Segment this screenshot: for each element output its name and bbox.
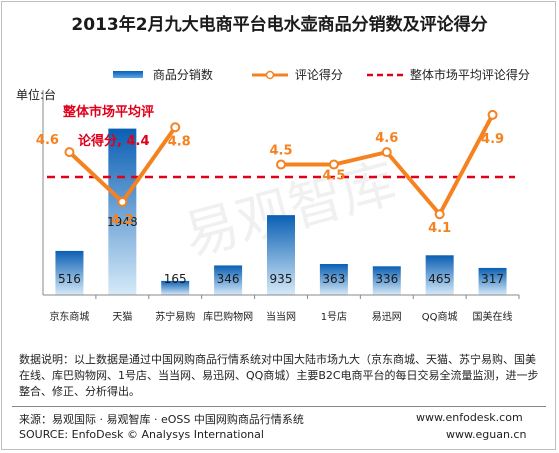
x-tick-label-3: 库巴购物网 [203,310,253,323]
bar-value-label-7: 465 [428,272,451,286]
legend-line-swatch [252,70,288,79]
score-point-1 [117,196,128,207]
bar-1 [108,128,137,295]
x-tick-label-2: 苏宁易购 [155,310,195,323]
chart-title: 2013年2月九大电商平台电水壶商品分销数及评论得分 [71,15,488,35]
legend-line: 评论得分 [251,66,391,82]
score-label-6: 4.6 [375,131,398,146]
footer-site-2: www.eguan.cn [446,428,527,441]
x-tick-label-1: 天猫 [112,310,132,323]
x-tick-label-5: 1号店 [321,310,347,323]
score-point-6 [381,147,392,158]
footer-site-1: www.enfodesk.com [416,411,523,424]
legend-bar: 商品分销数 [113,66,253,82]
chart-plot: 易观智库 京东商城 天猫 苏宁易购 库巴购物网 当当网 1号店 易迅网 QQ商城 国美在线 整体… [36,90,520,323]
bar-value-label-5: 363 [322,272,345,286]
x-tick-label-8: 国美在线 [473,310,513,323]
bar-value-label-3: 346 [217,272,240,286]
x-tick-label-7: QQ商城 [422,310,458,323]
bar-3 [214,265,243,295]
footer-source-en: SOURCE: EnfoDesk © Analysys Internationa… [19,428,264,441]
score-label-1: 4.2 [111,213,134,228]
legend-avg-label: 整体市场平均评论得分 [409,68,530,82]
bar-value-label-8: 317 [481,272,504,286]
x-tick-label-4: 当当网 [266,310,296,323]
score-label-4: 4.5 [269,144,292,159]
score-point-2 [170,122,181,133]
x-tick-label-0: 京东商城 [49,310,89,323]
footer-divider [12,406,546,407]
avg-annotation-line1: 整体市场平均评 [62,104,154,120]
legend-bar-swatch [113,71,143,78]
bar-2 [161,280,190,295]
score-point-4 [276,159,286,170]
legend-line-label: 评论得分 [294,68,343,82]
bar-value-label-0: 516 [58,272,81,286]
bar-7 [425,255,454,295]
score-point-8 [487,109,498,120]
score-point-7 [434,209,445,220]
x-tick-label-6: 易迅网 [372,311,402,323]
bar-value-label-2: 165 [164,272,187,286]
bar-0 [55,250,84,295]
score-point-0 [64,147,75,158]
data-note: 数据说明：以上数据是通过中国网购商品行情系统对中国大陆市场九大（京东商城、天猫、… [19,353,539,398]
legend-bar-label: 商品分销数 [152,68,213,82]
bar-value-label-6: 336 [375,272,398,286]
bar-8 [478,267,507,295]
footer-source-cn: 来源：易观国际 · 易观智库 · eOSS 中国网购商品行情系统 [19,413,304,426]
score-label-8: 4.9 [481,132,504,147]
bar-value-label-1: 1948 [107,215,138,229]
legend-avg: 整体市场平均评论得分 [366,66,556,82]
bar-5 [319,263,348,295]
unit-label: 单位:台 [16,88,57,102]
bar-6 [372,266,401,295]
score-label-2: 4.8 [168,134,191,149]
legend-avg-swatch [367,73,403,76]
avg-annotation-line2: 论得分, 4.4 [78,133,150,149]
score-label-7: 4.1 [428,221,451,236]
bar-4 [267,215,295,295]
score-label-0: 4.6 [36,133,59,148]
score-point-5 [328,159,339,170]
score-label-5: 4.5 [322,169,345,184]
bar-value-label-4: 935 [270,272,293,286]
